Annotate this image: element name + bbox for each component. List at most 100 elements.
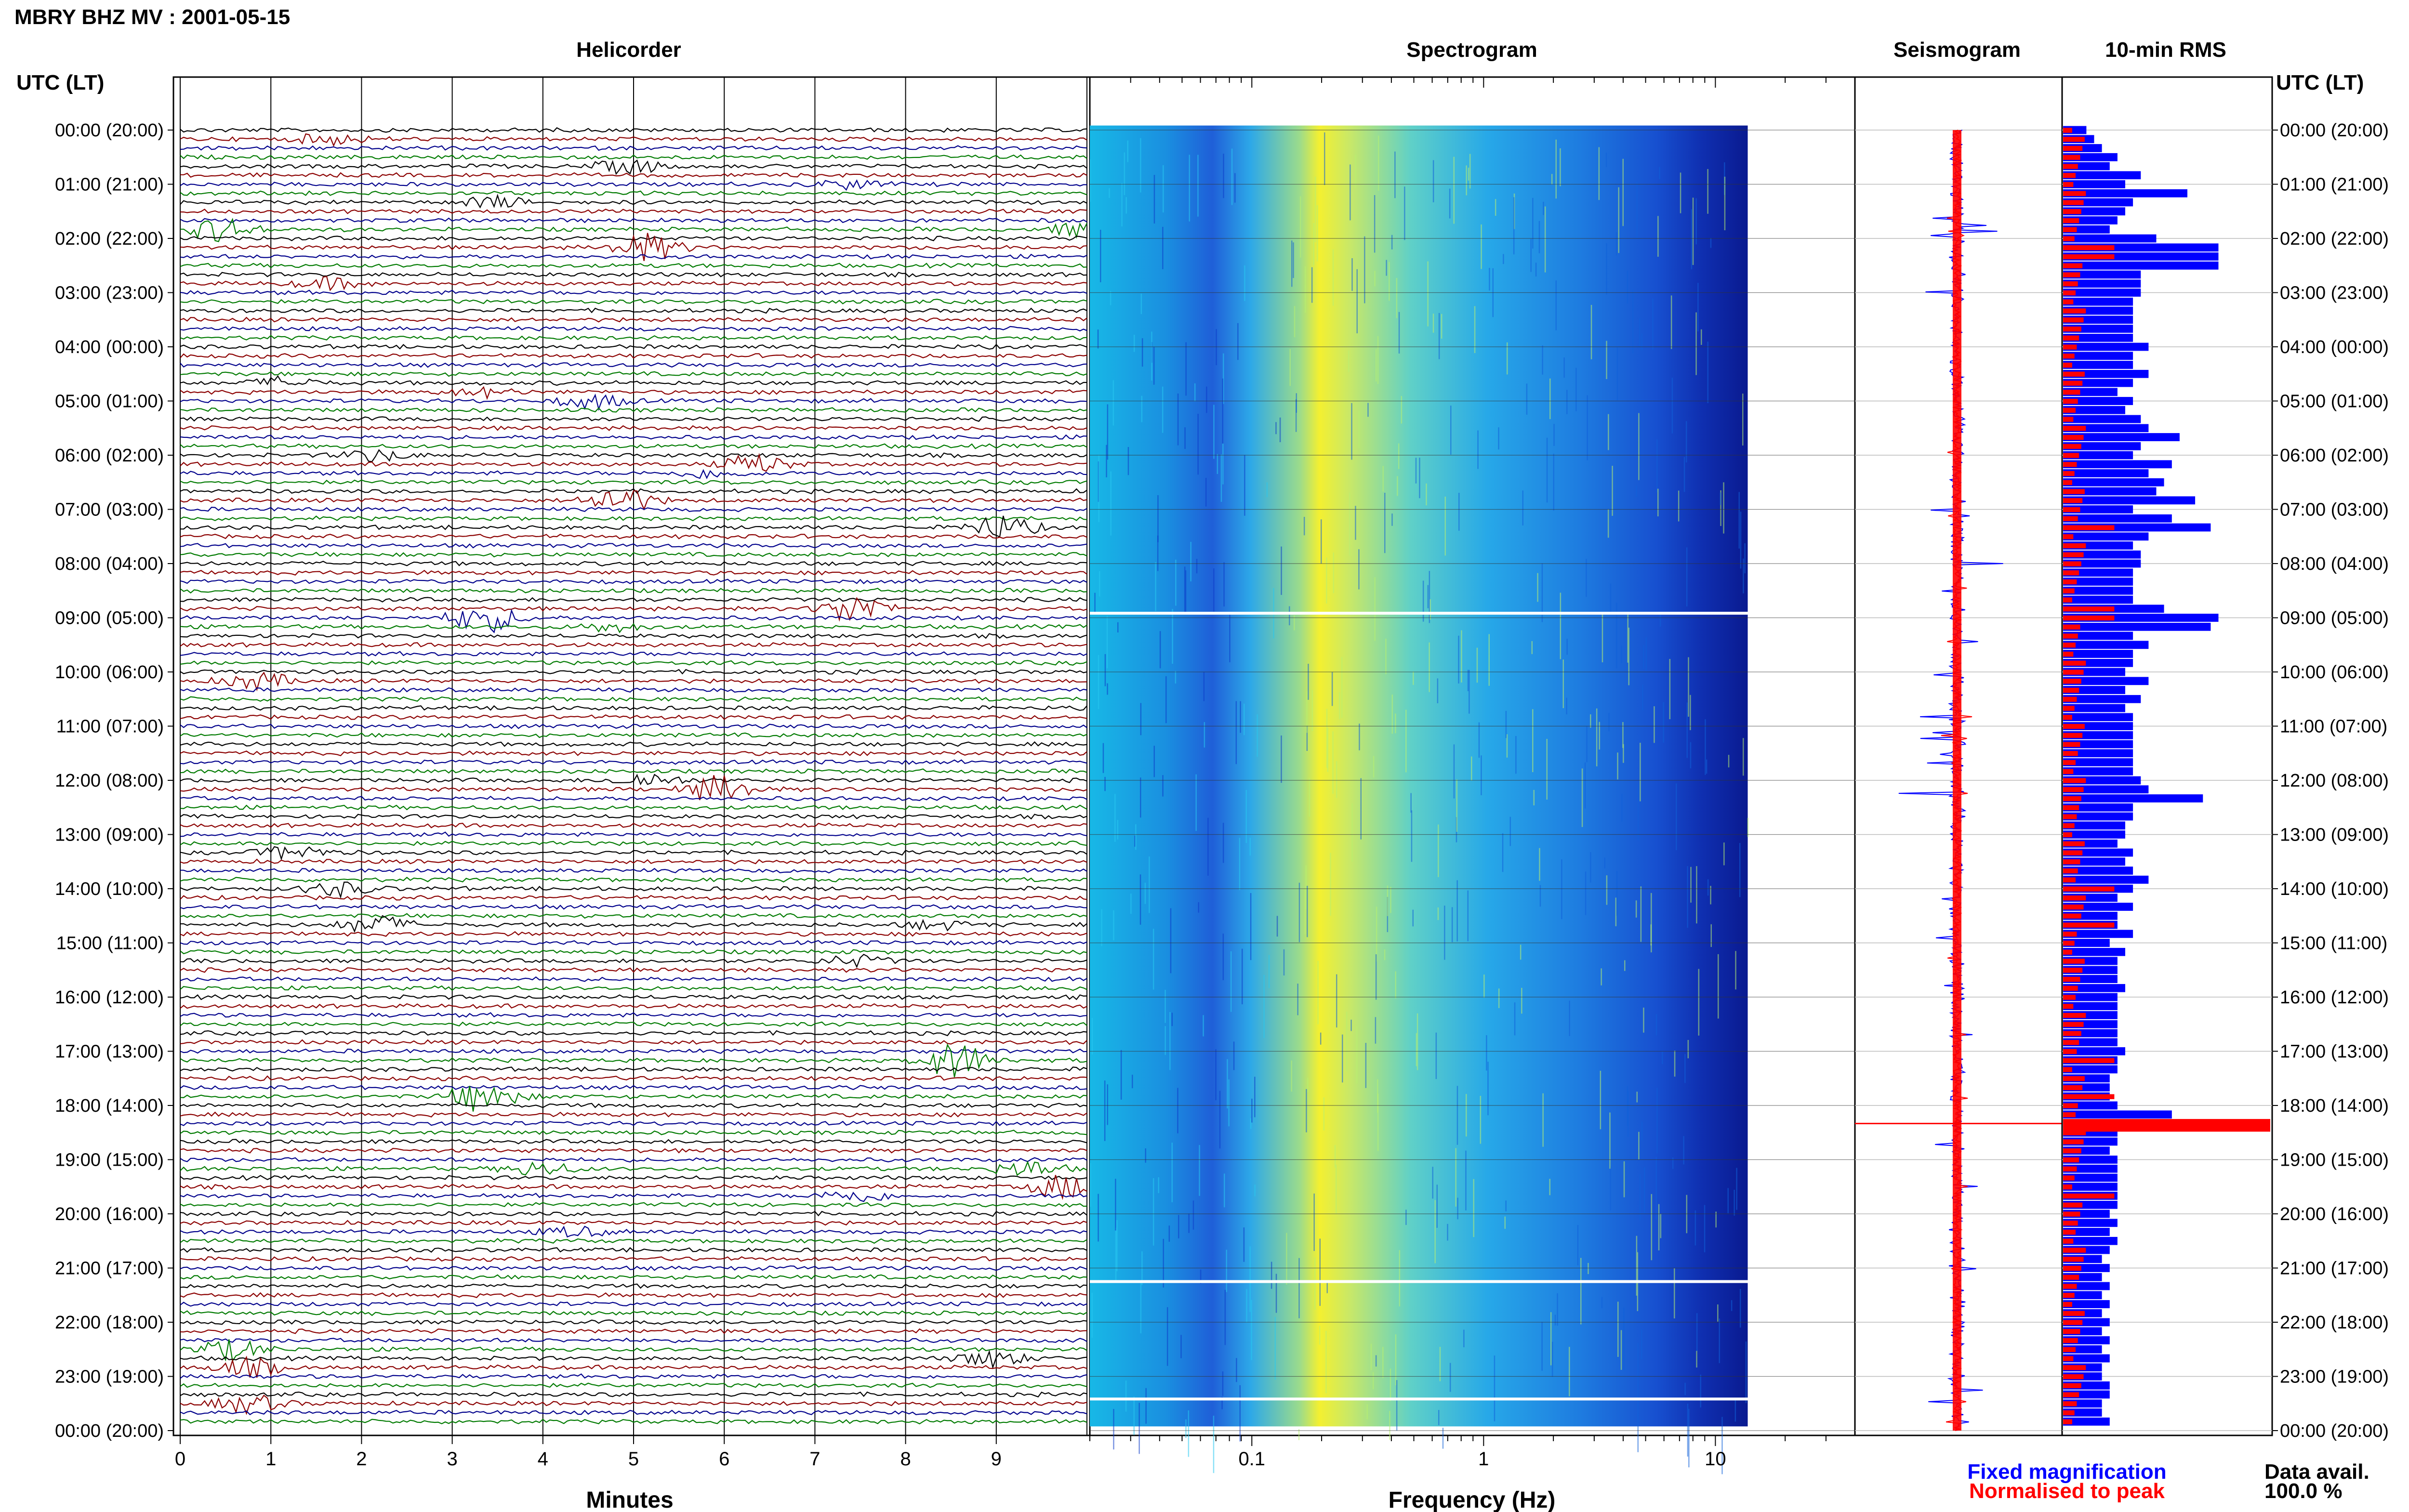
rms-normalised-bar — [2063, 697, 2077, 702]
spectrogram-speckle — [1449, 1363, 1451, 1392]
spectrogram-speckle — [1387, 885, 1389, 916]
spectrogram-speckle — [1652, 298, 1654, 350]
spectrogram-speckle — [1289, 349, 1291, 386]
spectrogram-speckle — [1701, 329, 1702, 345]
spectrogram-speckle — [1162, 775, 1164, 797]
spectrogram-speckle — [1099, 571, 1100, 597]
spectrogram-row — [1090, 965, 1855, 975]
spectrogram-row — [1090, 324, 1855, 334]
spectrogram-speckle — [1274, 1316, 1276, 1380]
station-title: MBRY BHZ MV : 2001-05-15 — [14, 5, 290, 29]
spectrogram-speckle — [1444, 497, 1446, 556]
spectrogram-row — [1090, 1218, 1855, 1228]
rms-normalised-bar — [2063, 534, 2074, 539]
spectrogram-speckle — [1390, 1368, 1391, 1401]
rms-normalised-bar — [2063, 1374, 2084, 1380]
spectrogram-row — [1090, 297, 1855, 307]
spectrogram-speckle — [1313, 223, 1314, 265]
spectrogram-speckle — [1739, 843, 1741, 897]
rms-normalised-bar — [2063, 281, 2078, 287]
spectrogram-speckle — [1133, 335, 1135, 352]
spectrogram-speckle — [1114, 794, 1116, 842]
spectrogram-speckle — [1683, 1136, 1684, 1165]
spectrogram-speckle — [1117, 622, 1119, 632]
spectrogram-row — [1090, 441, 1855, 451]
spectrogram-speckle — [1251, 1098, 1253, 1123]
helicorder-trace — [180, 569, 1087, 576]
spectrogram-speckle — [1533, 789, 1535, 805]
helicorder-trace — [180, 696, 1087, 702]
spectrogram-speckle — [1195, 774, 1197, 831]
rms-normalised-bar — [2063, 254, 2115, 260]
spectrogram-speckle — [1544, 206, 1546, 273]
spectrogram-speckle — [1304, 889, 1306, 934]
spectrogram-speckle — [1185, 1419, 1187, 1438]
spectrogram-row — [1090, 1308, 1855, 1318]
spectrogram-speckle — [1175, 559, 1177, 606]
rms-normalised-bar — [2063, 164, 2078, 169]
spectrogram-speckle — [1441, 314, 1443, 339]
rms-normalised-bar — [2063, 390, 2080, 395]
spectrogram-speckle — [1313, 1193, 1315, 1251]
spectrogram-speckle — [1438, 313, 1440, 359]
spectrogram-row — [1090, 1119, 1855, 1129]
spectrogram-speckle — [1466, 1094, 1467, 1137]
helicorder-trace — [180, 967, 1087, 973]
rms-normalised-bar — [2063, 245, 2115, 250]
spectrogram-speckle — [1655, 1014, 1657, 1036]
helicorder-trace — [180, 159, 1087, 175]
spectrogram-speckle — [1196, 559, 1198, 574]
spectrogram-speckle — [1623, 744, 1624, 763]
spectrogram-speckle — [1720, 492, 1721, 505]
spectrogram-speckle — [1377, 135, 1379, 191]
rms-normalised-bar — [2063, 859, 2080, 865]
spectrogram-speckle — [1657, 216, 1659, 257]
spectrogram-speckle — [1688, 1408, 1690, 1468]
spectrogram-row — [1090, 974, 1855, 984]
spectrogram-row — [1090, 758, 1855, 767]
spectrogram-speckle — [1651, 893, 1652, 953]
rms-normalised-bar — [2063, 1365, 2086, 1370]
spectrogram-speckle — [1356, 1026, 1358, 1084]
rms-normalised-bar — [2063, 1401, 2077, 1407]
freq-tick-label: 1 — [1478, 1448, 1489, 1470]
time-label-left: 21:00 (17:00) — [55, 1259, 164, 1279]
rms-fixed-bar — [2063, 406, 2125, 414]
spectrogram-speckle — [1384, 949, 1386, 960]
spectrogram-speckle — [1098, 1194, 1099, 1242]
helicorder-trace — [180, 289, 1087, 295]
spectrogram-speckle — [1395, 713, 1396, 734]
spectrogram-speckle — [1505, 1200, 1507, 1211]
spectrogram-row — [1090, 1354, 1855, 1363]
spectrogram-speckle — [1656, 1088, 1658, 1154]
spectrogram-speckle — [1398, 443, 1400, 469]
rms-fixed-bar — [2063, 947, 2125, 956]
spectrogram-speckle — [1391, 694, 1393, 734]
spectrogram-speckle — [1596, 708, 1598, 766]
time-label-left: 22:00 (18:00) — [55, 1313, 164, 1333]
helicorder-trace — [180, 623, 1087, 633]
time-label-right: 00:00 (20:00) — [2280, 120, 2389, 141]
data-avail-value: 100.0 % — [2264, 1479, 2342, 1503]
spectrogram-speckle — [1110, 471, 1112, 536]
rms-fixed-bar — [2063, 442, 2141, 450]
spectrogram-speckle — [1718, 954, 1719, 1019]
spectrogram-speckle — [1377, 1093, 1379, 1151]
helicorder-trace — [180, 1373, 1087, 1379]
spectrogram-speckle — [1622, 722, 1624, 748]
spectrogram-speckle — [1165, 1026, 1166, 1055]
spectrogram-speckle — [1336, 974, 1337, 1028]
rms-normalised-bar — [2063, 480, 2072, 485]
spectrogram-speckle — [1135, 824, 1137, 850]
spectrogram-speckle — [1243, 1227, 1245, 1262]
spectrogram-speckle — [1515, 736, 1517, 774]
spectrogram-speckle — [1289, 606, 1290, 626]
rms-normalised-bar — [2063, 525, 2115, 530]
spectrogram-speckle — [1657, 488, 1659, 516]
spectrogram-speckle — [1695, 312, 1697, 375]
helicorder-trace — [180, 1003, 1087, 1009]
rms-normalised-bar — [2063, 760, 2076, 765]
time-label-right: 17:00 (13:00) — [2280, 1042, 2389, 1062]
helicorder-trace — [180, 386, 1087, 400]
helicorder-trace — [180, 534, 1087, 539]
